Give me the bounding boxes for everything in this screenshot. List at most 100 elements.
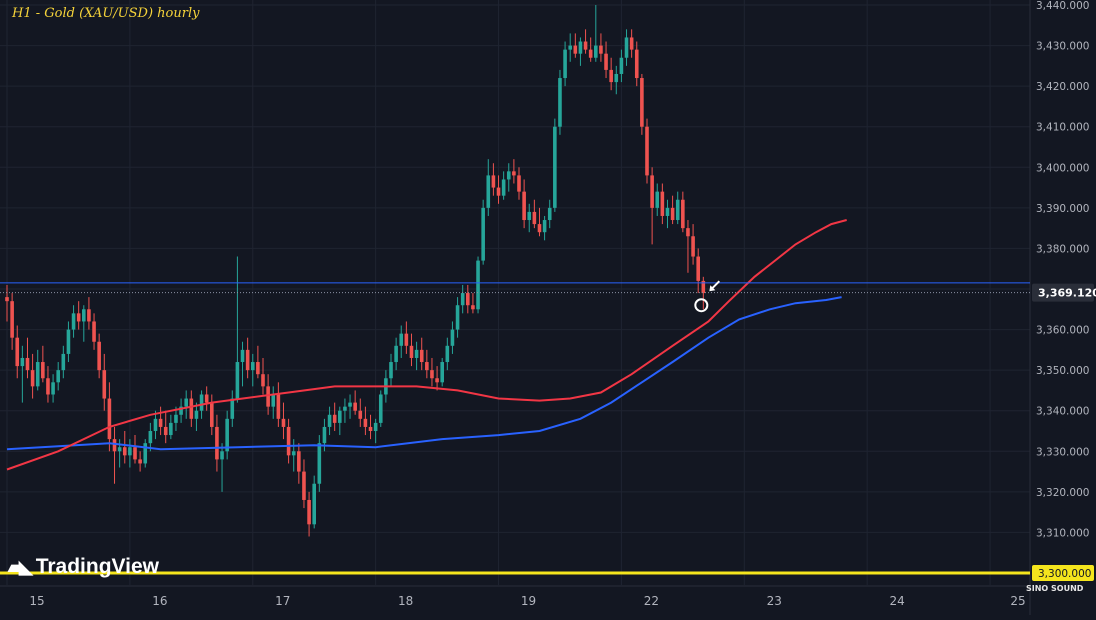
candle-body [378, 394, 383, 423]
price-tick-label: 3,440.000 [1036, 0, 1089, 12]
candle-body [537, 224, 542, 233]
candle-body [317, 443, 322, 484]
candle-body [266, 386, 270, 407]
candle-body [250, 362, 255, 371]
time-tick-label: 16 [152, 594, 167, 608]
candle-body [629, 37, 634, 50]
candle-body [563, 49, 567, 79]
candle-body [368, 426, 373, 431]
candle-body [425, 362, 429, 371]
price-axis[interactable]: 3,310.000 3,320.000 3,330.000 3,340.000 3,35… [1031, 0, 1096, 615]
candle-body [82, 309, 86, 322]
candle-body [460, 293, 465, 306]
candle-body [41, 362, 45, 379]
candle-body [291, 451, 296, 456]
candle-body [271, 394, 276, 407]
candle-body [634, 49, 639, 79]
time-tick-label: 23 [767, 594, 782, 608]
candle-body [553, 126, 557, 208]
candle-body [440, 362, 444, 383]
tradingview-logo-icon: ▰◣ [8, 556, 33, 577]
candle-body [158, 418, 163, 427]
candle-body [71, 313, 76, 330]
price-tick-label: 3,320.000 [1036, 487, 1089, 499]
candle-body [297, 451, 301, 472]
candle-body [614, 73, 619, 83]
candle-body [230, 398, 235, 419]
candle-body [665, 207, 670, 216]
candle-body [691, 236, 695, 257]
price-tick-label: 3,390.000 [1036, 203, 1089, 215]
price-tick-label: 3,380.000 [1036, 243, 1089, 255]
price-tick-label: 3,400.000 [1036, 162, 1089, 174]
time-tick-label: 15 [29, 594, 44, 608]
candle-body [670, 207, 675, 221]
price-axis-background [1031, 0, 1096, 615]
candle-body [363, 418, 368, 427]
candle-body [491, 175, 496, 188]
moving-averages [6, 219, 847, 471]
candle-body [414, 349, 419, 358]
candle-body [307, 499, 311, 525]
candle-body [51, 382, 55, 395]
candle-body [394, 345, 398, 363]
candle-body [373, 422, 378, 431]
candle-body [220, 451, 224, 460]
candle-body [701, 280, 706, 294]
time-axis[interactable]: 15 16 17 18 19 22 23 24 25 [29, 594, 1025, 608]
support-price-label: 3,300.000 [1038, 568, 1091, 580]
candle-body [660, 191, 665, 216]
candle-body [578, 41, 583, 54]
candle-body [153, 418, 158, 431]
candle-body [25, 357, 30, 371]
candle-body [240, 349, 245, 363]
candle-body [87, 309, 91, 322]
pointer-arrow-head [709, 285, 716, 292]
candle-body [10, 301, 14, 338]
candle-body [179, 406, 183, 415]
sino-sound-watermark: SINO SOUND [1026, 584, 1084, 593]
candle-body [122, 447, 127, 456]
candle-body [245, 349, 250, 371]
candle-body [558, 78, 562, 127]
candle-body [107, 398, 112, 440]
candle-body [261, 374, 265, 387]
tradingview-logo-text: TradingView [35, 555, 160, 578]
annotations [694, 280, 721, 313]
candle-body [20, 357, 25, 367]
price-tick-label: 3,410.000 [1036, 122, 1089, 134]
candle-body [338, 410, 342, 423]
price-tick-label: 3,420.000 [1036, 81, 1089, 93]
price-tick-label: 3,340.000 [1036, 406, 1089, 418]
candle-body [430, 370, 434, 379]
candle-body [471, 305, 475, 310]
candle-body [66, 329, 71, 354]
candle-body [450, 329, 455, 346]
time-tick-label: 24 [890, 594, 905, 608]
candle-body [332, 414, 337, 423]
candle-body [92, 321, 96, 342]
candle-body [97, 341, 101, 371]
candle-body [5, 297, 9, 302]
time-tick-label: 19 [521, 594, 536, 608]
candle-body [466, 293, 470, 306]
candle-body [302, 471, 306, 500]
candle-body [681, 199, 685, 229]
current-price-label: 3,369.120 [1038, 287, 1096, 300]
candle-body [358, 410, 363, 419]
candle-body [583, 41, 588, 50]
candle-body [486, 175, 491, 208]
candle-body [399, 333, 404, 346]
candle-body [169, 422, 173, 436]
candle-body [276, 394, 281, 419]
candle-body [143, 443, 148, 464]
candle-body [501, 179, 506, 196]
candle-body [517, 175, 521, 192]
candle-body [112, 439, 117, 452]
candle-body [640, 78, 644, 127]
time-tick-label: 17 [275, 594, 290, 608]
candle-body [46, 378, 50, 395]
